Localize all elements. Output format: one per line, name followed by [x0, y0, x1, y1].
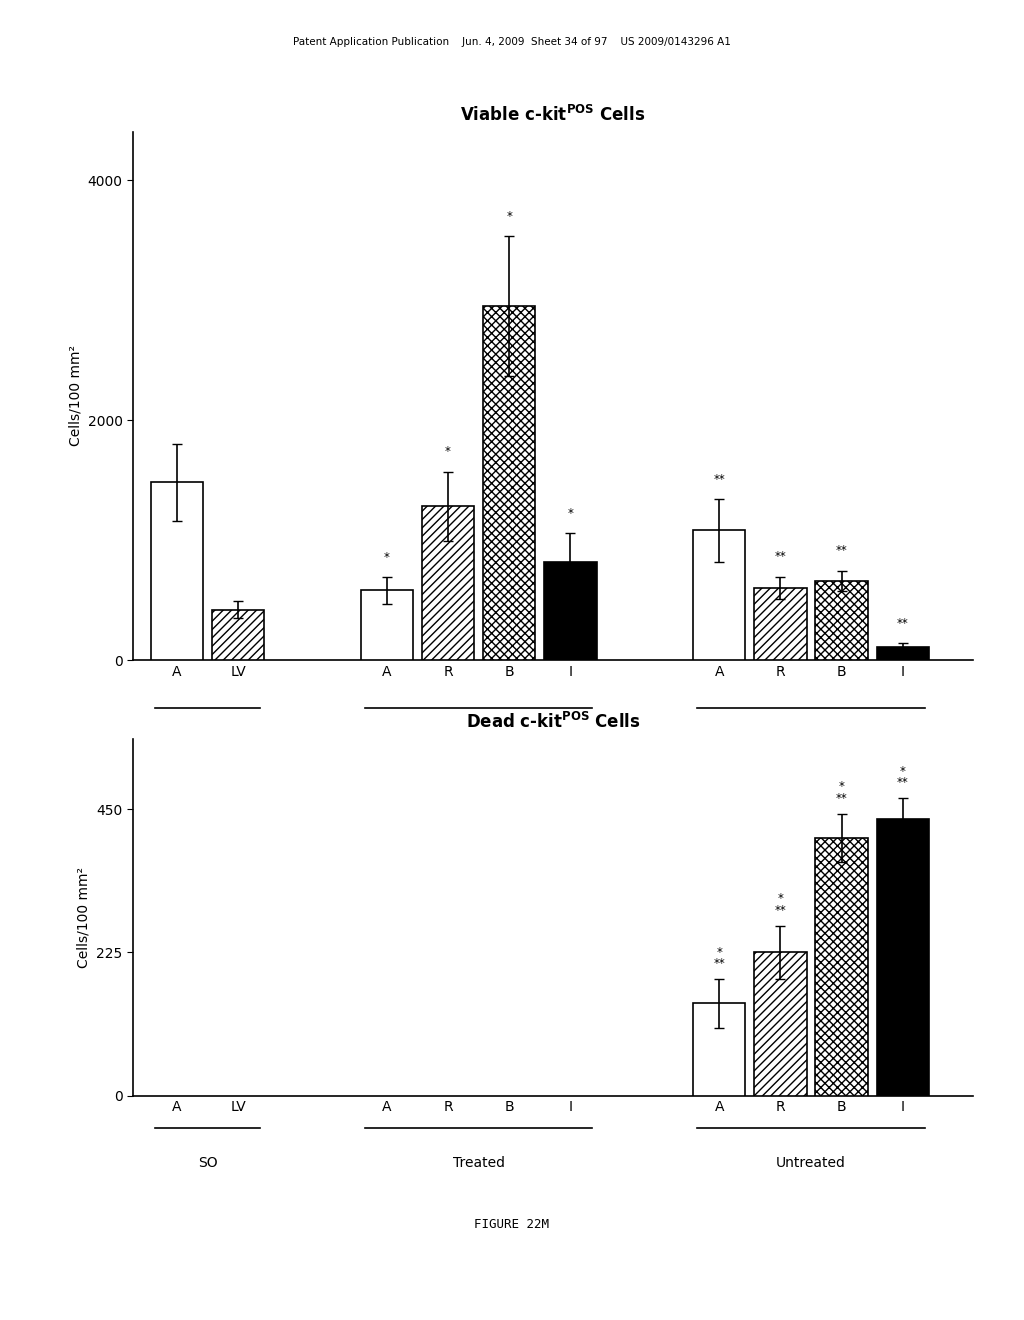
Bar — [693, 1003, 745, 1096]
Bar — [422, 507, 474, 660]
Text: SO: SO — [198, 750, 217, 764]
Bar — [212, 610, 264, 660]
Y-axis label: Cells/100 mm²: Cells/100 mm² — [77, 867, 91, 968]
Text: SO: SO — [198, 1156, 217, 1171]
Text: **: ** — [897, 618, 908, 630]
Text: Treated: Treated — [453, 750, 505, 764]
Bar — [815, 581, 867, 660]
Text: *: * — [384, 550, 390, 564]
Text: *
**: * ** — [897, 766, 908, 789]
Title: Viable c-kit$^{\mathbf{POS}}$ Cells: Viable c-kit$^{\mathbf{POS}}$ Cells — [461, 104, 645, 125]
Text: *: * — [567, 507, 573, 520]
Y-axis label: Cells/100 mm²: Cells/100 mm² — [69, 346, 82, 446]
Bar — [877, 647, 929, 660]
Bar — [544, 561, 597, 660]
Bar — [815, 838, 867, 1096]
Text: **: ** — [714, 473, 725, 486]
Bar — [877, 818, 929, 1096]
Text: *: * — [445, 445, 451, 458]
Title: Dead c-kit$^{\mathbf{POS}}$ Cells: Dead c-kit$^{\mathbf{POS}}$ Cells — [466, 711, 640, 733]
Text: Treated: Treated — [453, 1156, 505, 1171]
Bar — [693, 531, 745, 660]
Text: FIGURE 22M: FIGURE 22M — [474, 1218, 550, 1232]
Bar — [151, 482, 203, 660]
Text: *
**: * ** — [774, 892, 786, 917]
Text: **: ** — [836, 544, 848, 557]
Text: *
**: * ** — [836, 780, 848, 805]
Text: *: * — [506, 210, 512, 223]
Bar — [754, 587, 807, 660]
Text: *
**: * ** — [714, 945, 725, 970]
Bar — [360, 590, 413, 660]
Text: Untreated: Untreated — [776, 750, 846, 764]
Text: Patent Application Publication    Jun. 4, 2009  Sheet 34 of 97    US 2009/014329: Patent Application Publication Jun. 4, 2… — [293, 37, 731, 48]
Bar — [483, 306, 536, 660]
Bar — [754, 953, 807, 1096]
Text: Untreated: Untreated — [776, 1156, 846, 1171]
Text: **: ** — [774, 550, 786, 564]
